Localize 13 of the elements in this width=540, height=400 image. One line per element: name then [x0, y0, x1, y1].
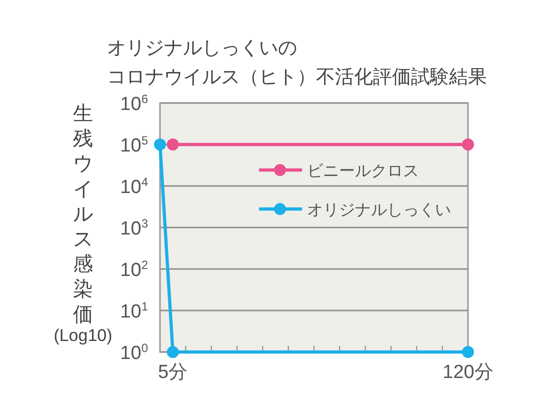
- y-tick-label: 10$^{5}$: [120, 134, 148, 156]
- x-tick-label: 5分: [158, 362, 188, 383]
- legend-label: オリジナルしっくい: [307, 202, 451, 219]
- y-tick-label: 10$^{1}$: [120, 300, 148, 322]
- chart-title: オリジナルしっくいのコロナウイルス（ヒト）不活化評価試験結果: [107, 38, 487, 88]
- y-tick-label: 10$^{4}$: [120, 175, 148, 198]
- y-tick-label: 10$^{3}$: [120, 216, 148, 240]
- y-tick-label: 10$^{0}$: [120, 341, 148, 364]
- y-axis-title: 生残ウイルス感染価 (Log10): [54, 103, 112, 345]
- x-tick-label: 120分: [442, 362, 494, 383]
- y-tick-label: 10$^{2}$: [120, 258, 148, 281]
- y-tick-label: 10$^{6}$: [120, 92, 148, 115]
- legend-label: ビニールクロス: [307, 163, 419, 180]
